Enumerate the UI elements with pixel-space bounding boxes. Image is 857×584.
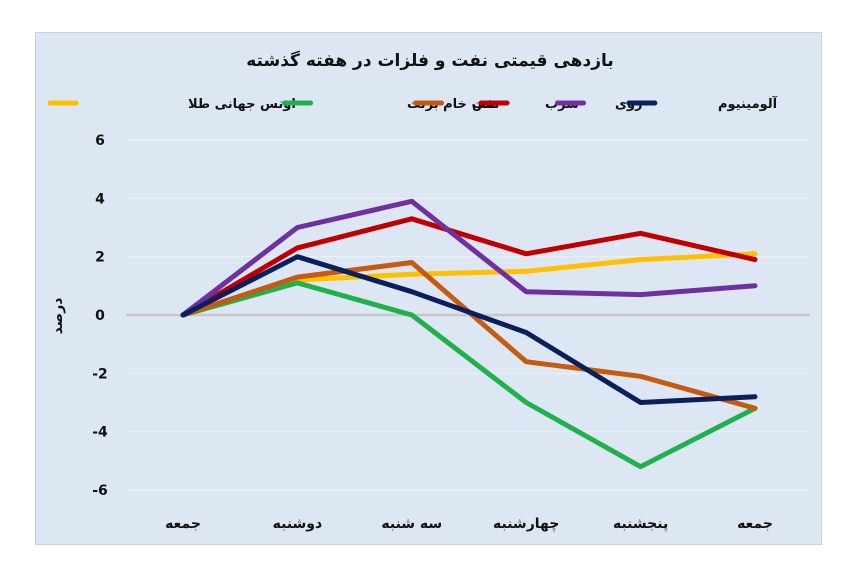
- y-tick-label: 4: [95, 191, 105, 207]
- x-category-label: جمعه: [165, 516, 201, 532]
- chart-title: بازدهی قیمتی نفت و فلزات در هفته گذشته: [246, 50, 614, 71]
- series-line-3: [180, 216, 758, 318]
- series-line-1: [180, 280, 758, 470]
- x-category-label: دوشنبه: [273, 516, 323, 532]
- legend-label: آلومینیوم: [718, 95, 778, 112]
- x-category-label: سه شنبه: [381, 516, 442, 532]
- legend-item: اونس جهانی طلا: [47, 97, 296, 112]
- x-category-label: پنجشنبه: [613, 516, 668, 532]
- y-tick-label: -6: [92, 483, 108, 499]
- y-tick-label: -4: [92, 425, 108, 441]
- legend-item: آلومینیوم: [626, 95, 778, 112]
- y-axis-label: درصد: [50, 298, 66, 335]
- legend-label: اونس جهانی طلا: [188, 97, 296, 112]
- x-category-labels: جمعه دوشنبه سه شنبه چهارشنبه پنجشنبه جمعه: [165, 516, 773, 532]
- x-category-label: جمعه: [737, 516, 773, 532]
- grid-layer: [126, 139, 810, 491]
- y-tick-labels: 6 4 2 0 -2 -4 -6: [92, 133, 108, 499]
- y-tick-label: -2: [92, 366, 108, 382]
- legend-item: نفت خام برنت: [282, 97, 499, 112]
- y-tick-label: 6: [95, 133, 105, 149]
- series-line-5: [180, 254, 758, 405]
- y-tick-label: 2: [95, 250, 105, 266]
- series-layer: [180, 198, 758, 470]
- series-line-2: [180, 260, 758, 411]
- series-line-4: [180, 198, 758, 318]
- y-tick-label: 0: [95, 308, 105, 324]
- x-category-label: چهارشنبه: [493, 516, 559, 532]
